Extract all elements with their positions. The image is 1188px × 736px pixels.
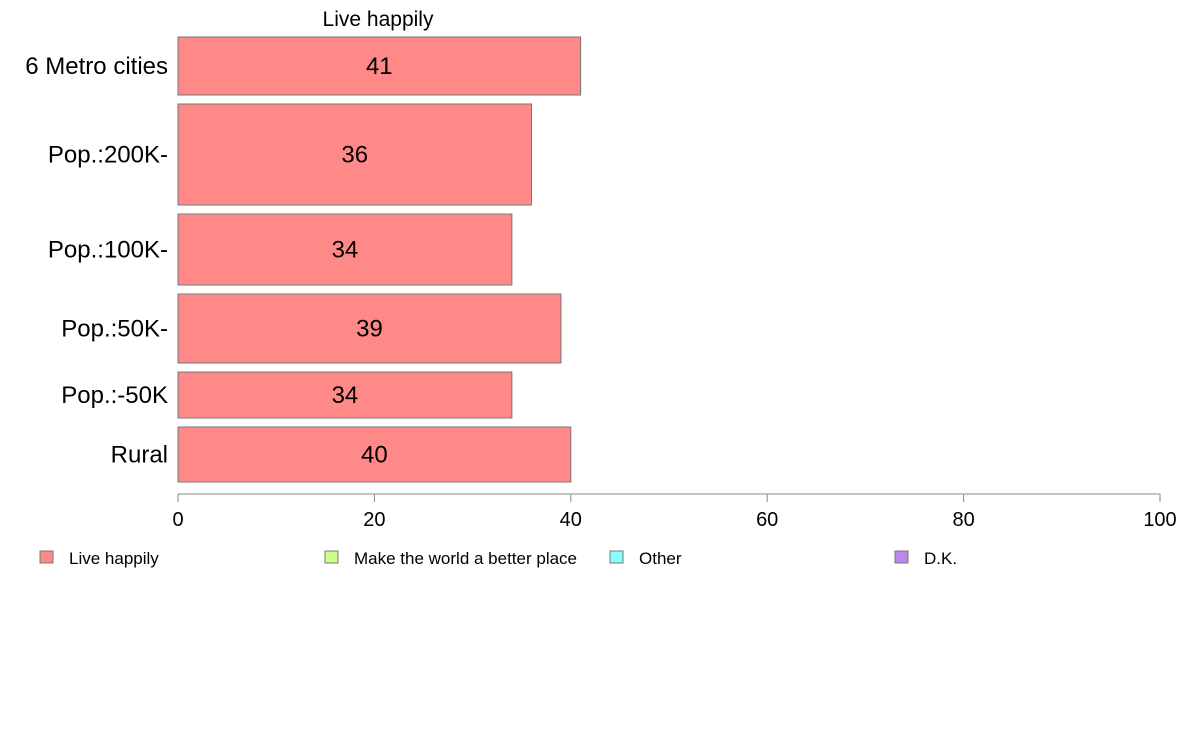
bar-value-label: 34 — [332, 237, 359, 264]
bar-pop-100k — [177, 213, 513, 286]
legend-swatch — [324, 550, 339, 564]
legend-swatch — [39, 550, 54, 564]
legend: Live happily Make the world a better plac… — [39, 549, 957, 568]
x-tick-label: 20 — [363, 509, 385, 531]
x-axis: 0 20 40 60 80 100 — [172, 493, 1177, 531]
bars-layer: 41 36 34 39 34 40 — [177, 36, 582, 483]
x-tick-label: 100 — [1143, 509, 1176, 531]
bar-value-label: 40 — [361, 442, 388, 469]
legend-label: Make the world a better place — [354, 549, 577, 568]
bar-value-label: 41 — [366, 53, 393, 80]
bar-value-label: 34 — [332, 382, 359, 409]
category-label: Pop.:50K- — [61, 316, 168, 343]
category-label: Rural — [111, 442, 168, 469]
bar-pop-200k — [177, 103, 533, 206]
legend-swatch — [894, 550, 909, 564]
category-label: 6 Metro cities — [25, 53, 168, 80]
category-label: Pop.:100K- — [48, 237, 168, 264]
x-tick-label: 40 — [560, 509, 582, 531]
bar-value-label: 39 — [356, 316, 383, 343]
x-tick-label: 60 — [756, 509, 778, 531]
x-tick-label: 0 — [172, 509, 183, 531]
bar-6-metro-cities — [177, 36, 582, 96]
bar-pop-50k — [177, 293, 562, 364]
bar-value-label: 36 — [341, 142, 368, 169]
legend-label: Other — [639, 549, 682, 568]
chart-title: Live happily — [323, 8, 434, 31]
legend-label: D.K. — [924, 549, 957, 568]
legend-label: Live happily — [69, 549, 159, 568]
category-label: Pop.:-50K — [61, 382, 168, 409]
bar-pop-50k — [177, 371, 513, 419]
category-label: Pop.:200K- — [48, 142, 168, 169]
x-tick-label: 80 — [952, 509, 974, 531]
legend-swatch — [609, 550, 624, 564]
category-labels: 6 Metro cities Pop.:200K- Pop.:100K- Pop.:5… — [25, 53, 168, 469]
bar-rural — [177, 426, 572, 483]
